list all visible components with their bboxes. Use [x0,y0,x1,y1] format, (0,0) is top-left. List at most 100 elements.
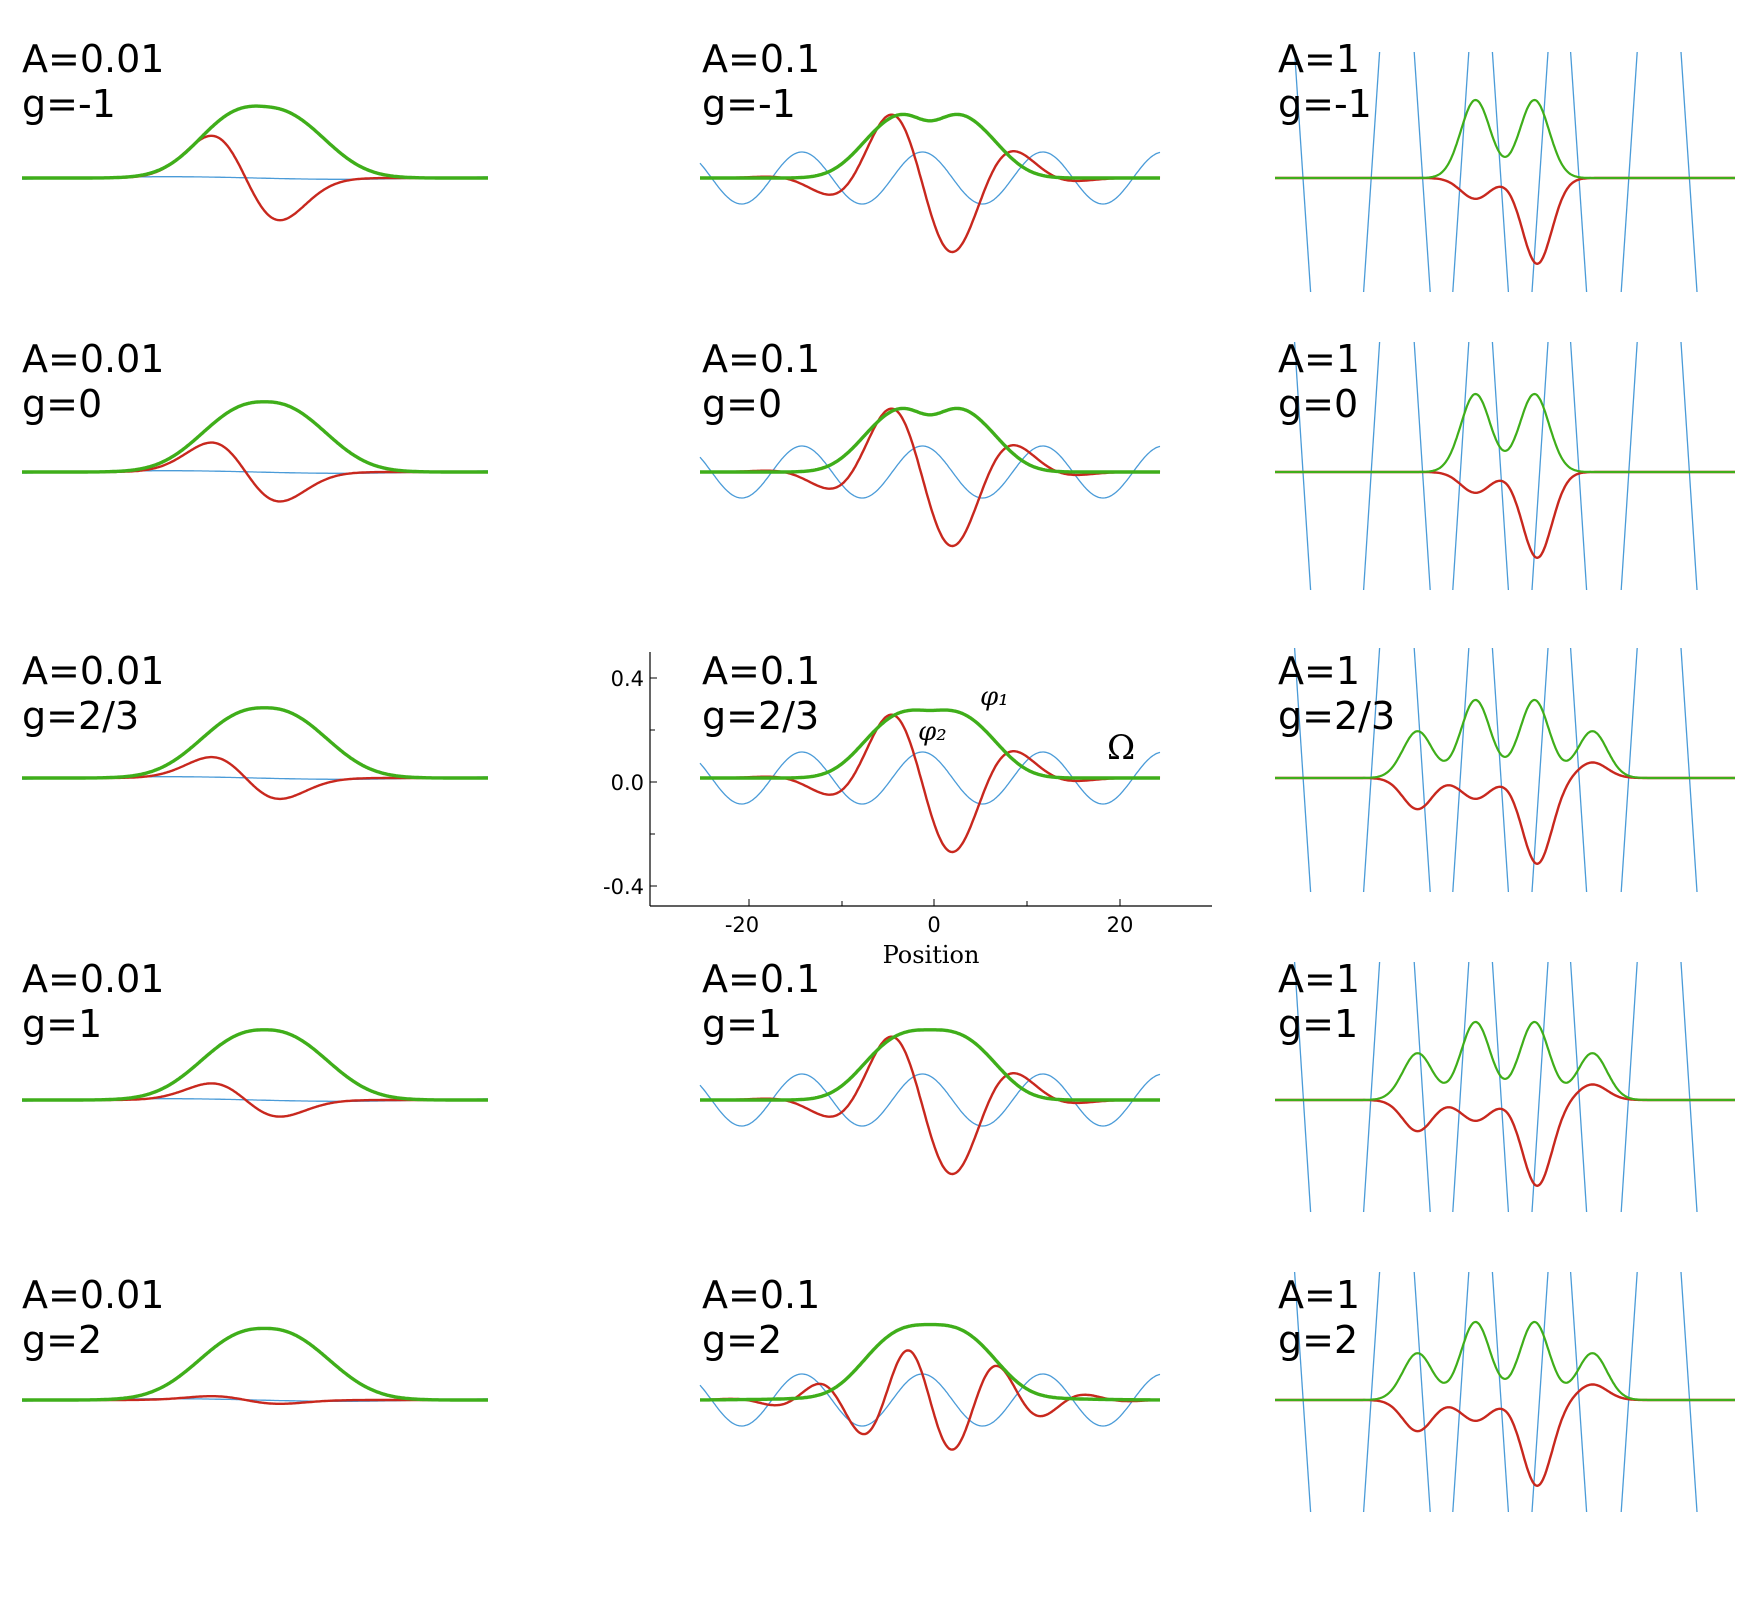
panel-amplitude-label: A=1 [1278,649,1360,693]
omega-series-line [1680,961,1698,1213]
center-axes: 0.4 0.0 -0.4 -20 0 20 Position φ₁ φ₂ Ω [603,652,1212,969]
omega-series-line [1491,961,1510,1213]
panel-amplitude-label: A=0.01 [22,1273,164,1317]
phi1-series-line [1275,1020,1735,1102]
panel-coupling-label: g=0 [702,382,782,426]
panel-amplitude-label: A=0.01 [22,37,164,81]
phi1-series-line [1275,98,1735,180]
panel-amplitude-label: A=1 [1278,1273,1360,1317]
omega-series-line [1680,341,1698,591]
panel: A=1g=2 [1275,1271,1735,1513]
phi2-series-line [699,1035,1161,1176]
omega-series-line [1531,961,1549,1213]
panel-coupling-label: g=0 [1278,382,1358,426]
omega-series-line [1362,341,1381,591]
phi1-series-line [1275,1320,1735,1402]
panel-amplitude-label: A=0.1 [702,957,820,1001]
omega-series-line [699,1373,1161,1427]
panel: A=0.01g=-1 [21,37,489,222]
panel-coupling-label: g=1 [22,1002,102,1046]
omega-series-line [1413,647,1431,893]
panel-coupling-label: g=2/3 [702,694,819,738]
phi2-label: φ₂ [918,717,947,747]
panel-coupling-label: g=2 [22,1318,102,1362]
panel: A=0.1g=2/3 [699,649,1161,854]
y-tick-label: 0.4 [611,667,644,691]
phi2-series-line [699,1349,1160,1451]
panel-coupling-label: g=-1 [22,82,116,126]
omega-series-line [1531,647,1549,893]
omega-series-line [1569,51,1588,293]
panel-coupling-label: g=2 [702,1318,782,1362]
panel-amplitude-label: A=0.1 [702,337,820,381]
omega-series-line [1620,961,1638,1213]
panel: A=0.01g=1 [21,957,489,1118]
omega-series-line [1362,647,1381,893]
omega-series-line [1491,1271,1510,1513]
omega-series-line [1620,341,1638,591]
panel-coupling-label: g=-1 [1278,82,1372,126]
phi1-series-line [21,706,489,780]
omega-series-line [1620,51,1638,293]
panel-coupling-label: g=0 [22,382,102,426]
omega-series-line [1413,51,1431,293]
omega-series-line [1491,51,1510,293]
panel-amplitude-label: A=1 [1278,37,1360,81]
phi1-series-line [21,1326,489,1402]
omega-series-line [1680,51,1698,293]
panel-amplitude-label: A=0.01 [22,337,164,381]
phi1-series-line [21,1028,489,1102]
phi1-series-line [699,406,1161,474]
phi1-series-line [1275,392,1735,474]
omega-series-line [1531,1271,1549,1513]
y-tick-label: -0.4 [603,875,644,899]
omega-label: Ω [1107,728,1135,768]
omega-series-line [1362,1271,1381,1513]
omega-series-line [1293,647,1312,893]
panel: A=0.01g=2/3 [21,649,489,801]
panel-amplitude-label: A=0.1 [702,1273,820,1317]
panel: A=0.1g=0 [699,337,1161,548]
omega-series-line [1491,341,1510,591]
omega-series-line [1293,961,1312,1213]
omega-series-line [1413,961,1431,1213]
omega-series-line [1569,961,1588,1213]
phi2-series-line [699,407,1161,548]
phi2-series-line [699,113,1161,254]
omega-series-line [1452,647,1470,893]
phi1-series-line [1275,698,1735,780]
panel: A=1g=-1 [1275,37,1735,293]
panel: A=1g=2/3 [1275,647,1735,893]
omega-series-line [1531,51,1549,293]
panel-amplitude-label: A=1 [1278,337,1360,381]
panel-amplitude-label: A=0.01 [22,957,164,1001]
panel-amplitude-label: A=0.1 [702,649,820,693]
omega-series-line [699,151,1161,205]
panel: A=1g=1 [1275,957,1735,1213]
phi2-series-line [1275,176,1735,265]
omega-series-line [1680,1271,1698,1513]
omega-series-line [1491,647,1510,893]
y-tick-label: 0.0 [611,771,644,795]
omega-series-line [699,445,1161,499]
omega-series-line [1362,51,1381,293]
phi1-series-line [21,104,489,180]
phi1-series-line [699,112,1161,180]
phi1-series-line [699,1028,1161,1102]
omega-series-line [1452,961,1470,1213]
panel-coupling-label: g=1 [702,1002,782,1046]
omega-series-line [699,751,1161,805]
omega-series-line [1413,341,1431,591]
omega-series-line [699,1073,1161,1127]
x-axis-title: Position [883,941,980,969]
panel-grid: A=0.01g=-1A=0.1g=-1A=1g=-1A=0.01g=0A=0.1… [21,37,1735,1513]
x-tick-label: -20 [725,913,759,937]
phi1-series-line [699,1322,1161,1402]
omega-series-line [1293,51,1312,293]
omega-series-line [1362,961,1381,1213]
panel: A=0.01g=0 [21,337,489,503]
panel: A=0.01g=2 [21,1273,489,1405]
panel: A=0.1g=-1 [699,37,1161,254]
panel-coupling-label: g=-1 [702,82,796,126]
omega-series-line [1620,1271,1638,1513]
